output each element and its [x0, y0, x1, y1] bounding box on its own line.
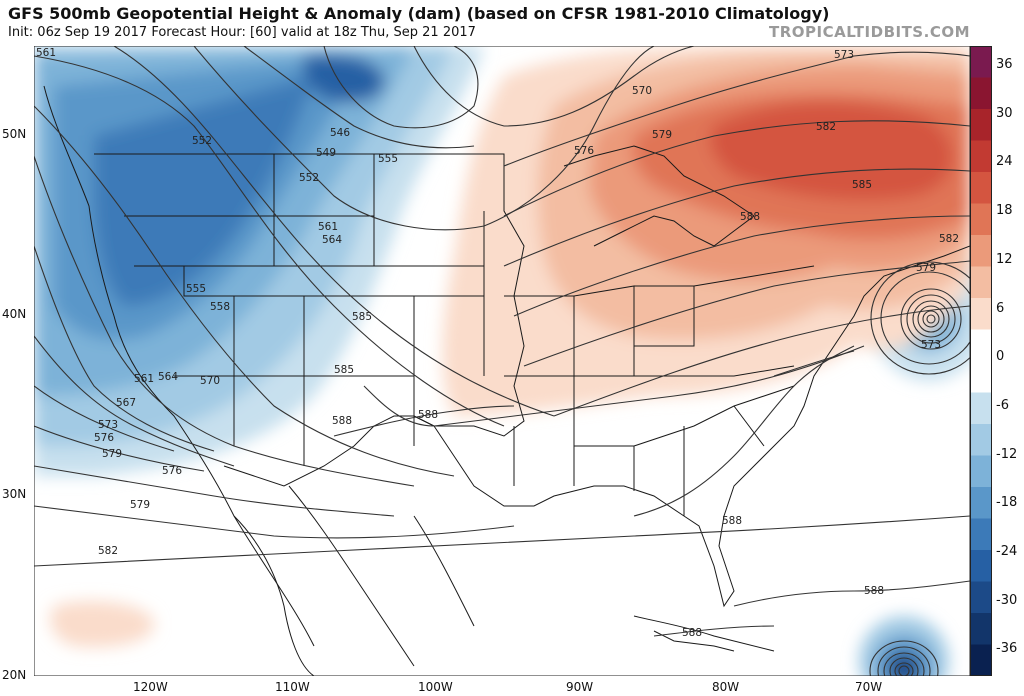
contour-label: 567	[116, 397, 136, 409]
contour-label: 549	[316, 147, 336, 159]
lon-label: 90W	[566, 680, 594, 694]
contour-label: 585	[334, 364, 354, 376]
contour-label: 579	[130, 499, 150, 511]
lon-label: 70W	[855, 680, 883, 694]
colorbar-label: 12	[996, 251, 1013, 267]
colorbar-label: -36	[996, 641, 1018, 657]
colorbar-swatch	[970, 455, 992, 488]
contour-label: 588	[740, 211, 760, 223]
contour-label: 573	[834, 49, 854, 61]
lon-label: 120W	[133, 680, 168, 694]
colorbar-swatch	[970, 518, 992, 551]
colorbar-swatch	[970, 77, 992, 110]
colorbar-swatch	[970, 487, 992, 519]
colorbar-swatch	[970, 613, 992, 645]
colorbar-label: 36	[996, 57, 1013, 72]
colorbar-label: 6	[996, 300, 1005, 316]
contour-label: 552	[299, 172, 319, 184]
colorbar-swatch	[970, 46, 992, 78]
contour-label: 585	[352, 311, 372, 323]
lat-label: 30N	[2, 487, 27, 501]
contour-label: 579	[652, 129, 672, 141]
height-contours	[34, 46, 970, 676]
contour-label: 561	[134, 373, 154, 385]
contour-label: 573	[921, 339, 941, 351]
contour-label: 579	[102, 448, 122, 460]
lon-label: 110W	[275, 680, 310, 694]
lat-label: 40N	[2, 307, 27, 321]
colorbar-swatch	[970, 140, 992, 173]
contour-label: 564	[158, 371, 178, 383]
negative-anomaly-shading	[34, 46, 970, 676]
colorbar-label: 30	[996, 105, 1013, 121]
lat-label: 20N	[2, 668, 27, 682]
colorbar-swatch	[970, 424, 992, 456]
colorbar-swatch	[970, 203, 992, 236]
colorbar-swatch	[970, 109, 992, 141]
contour-label: 576	[94, 432, 114, 444]
contour-label: 582	[816, 121, 836, 133]
positive-anomaly-shading	[50, 46, 970, 648]
colorbar-label: -24	[996, 544, 1018, 559]
contour-label: 585	[852, 179, 872, 191]
contour-label: 573	[98, 419, 118, 431]
colorbar-label: -6	[996, 397, 1009, 413]
contour-label: 570	[200, 375, 220, 387]
contour-label: 561	[318, 221, 338, 233]
colorbar-label: -30	[996, 592, 1018, 608]
colorbar-swatch	[970, 581, 992, 614]
contour-label: 552	[192, 135, 212, 147]
colorbar-label: -18	[996, 495, 1018, 511]
contour-label: 576	[162, 465, 182, 477]
contour-label: 555	[186, 283, 206, 295]
anomaly-colorbar	[970, 46, 992, 676]
geographic-boundaries	[43, 85, 970, 676]
contour-label: 561	[36, 47, 56, 59]
colorbar-swatch	[970, 392, 992, 425]
map-title: GFS 500mb Geopotential Height & Anomaly …	[8, 4, 830, 23]
lon-label: 80W	[712, 680, 740, 694]
contour-label: 558	[210, 301, 230, 313]
colorbar-swatch	[970, 329, 992, 362]
brand-watermark: TROPICALTIDBITS.COM	[769, 23, 970, 41]
colorbar-swatch	[970, 298, 992, 330]
contour-label: 582	[98, 545, 118, 557]
contour-label: 564	[322, 234, 342, 246]
contour-label: 588	[418, 409, 438, 421]
colorbar-swatch	[970, 172, 992, 204]
contour-label: 588	[722, 515, 742, 527]
lat-label: 50N	[2, 127, 27, 141]
colorbar-label: 24	[996, 154, 1013, 170]
colorbar-swatch	[970, 644, 992, 676]
map-subtitle: Init: 06z Sep 19 2017 Forecast Hour: [60…	[8, 25, 476, 40]
colorbar-label: 18	[996, 203, 1013, 219]
colorbar-label: -12	[996, 446, 1018, 462]
contour-label: 588	[682, 627, 702, 639]
contour-label: 579	[916, 262, 936, 274]
contour-label: 555	[378, 153, 398, 165]
colorbar-label: 0	[996, 349, 1005, 365]
colorbar-swatch	[970, 361, 992, 393]
colorbar-swatch	[970, 235, 992, 267]
colorbar-swatch	[970, 266, 992, 299]
colorbar-swatch	[970, 550, 992, 582]
contour-label: 582	[939, 233, 959, 245]
lon-label: 100W	[418, 680, 453, 694]
contour-label: 576	[574, 145, 594, 157]
contour-label: 546	[330, 127, 350, 139]
contour-label: 588	[332, 415, 352, 427]
contour-label: 588	[864, 585, 884, 597]
contour-label: 570	[632, 85, 652, 97]
